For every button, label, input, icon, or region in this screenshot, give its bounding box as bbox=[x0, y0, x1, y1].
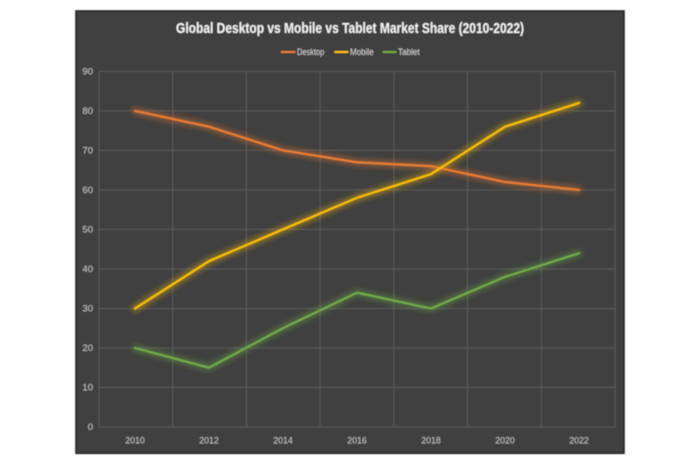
svg-text:90: 90 bbox=[82, 67, 93, 78]
svg-text:60: 60 bbox=[82, 185, 93, 196]
svg-text:Global Desktop vs Mobile vs Ta: Global Desktop vs Mobile vs Tablet Marke… bbox=[176, 21, 524, 37]
svg-text:70: 70 bbox=[82, 146, 93, 157]
svg-text:Mobile: Mobile bbox=[350, 47, 374, 57]
svg-text:Tablet: Tablet bbox=[398, 47, 420, 57]
svg-text:2022: 2022 bbox=[569, 436, 589, 447]
svg-text:Desktop: Desktop bbox=[297, 47, 324, 57]
svg-text:2018: 2018 bbox=[421, 436, 441, 447]
svg-text:2012: 2012 bbox=[199, 436, 219, 447]
svg-text:2010: 2010 bbox=[125, 436, 145, 447]
svg-text:80: 80 bbox=[82, 106, 93, 117]
svg-text:20: 20 bbox=[82, 343, 93, 354]
svg-text:10: 10 bbox=[82, 383, 93, 394]
svg-text:2020: 2020 bbox=[495, 436, 515, 447]
svg-text:30: 30 bbox=[82, 304, 93, 315]
svg-text:2016: 2016 bbox=[347, 436, 367, 447]
svg-text:50: 50 bbox=[82, 225, 93, 236]
svg-text:40: 40 bbox=[82, 264, 93, 275]
svg-text:2014: 2014 bbox=[273, 436, 293, 447]
svg-text:0: 0 bbox=[88, 422, 93, 433]
